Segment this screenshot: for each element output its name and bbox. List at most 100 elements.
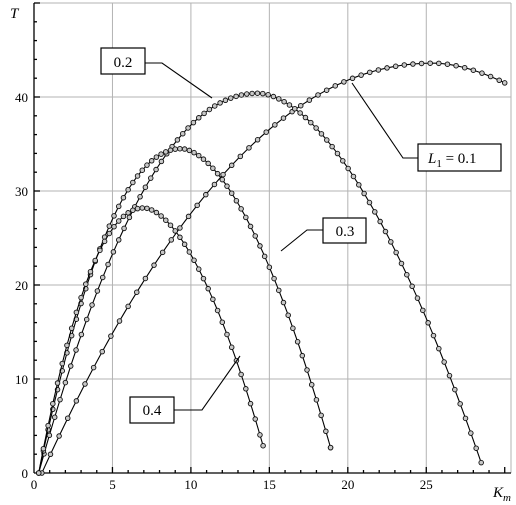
- data-point: [280, 299, 287, 306]
- data-point: [106, 223, 113, 229]
- data-point: [73, 398, 80, 404]
- data-point: [181, 146, 188, 152]
- data-point: [414, 295, 421, 301]
- data-point: [177, 145, 183, 152]
- data-point: [263, 129, 269, 135]
- leader-line: [280, 229, 323, 252]
- data-point: [261, 253, 268, 260]
- data-point: [40, 445, 47, 452]
- data-point: [266, 264, 273, 270]
- data-point: [265, 92, 271, 98]
- data-point: [185, 125, 191, 131]
- data-point: [94, 288, 101, 294]
- data-point: [83, 281, 89, 287]
- data-point: [243, 214, 249, 221]
- data-point: [45, 422, 51, 429]
- data-point: [139, 167, 146, 173]
- y-tick-label: 40: [15, 90, 28, 105]
- data-point: [252, 233, 258, 239]
- data-point: [111, 223, 117, 230]
- data-point: [137, 194, 143, 200]
- data-point: [237, 153, 244, 160]
- series-0-3: [35, 145, 334, 476]
- data-point: [125, 210, 131, 216]
- data-point: [130, 179, 136, 186]
- data-point: [324, 137, 330, 143]
- data-point: [233, 198, 240, 204]
- data-point: [228, 162, 235, 169]
- data-point: [404, 271, 410, 278]
- data-point: [73, 309, 80, 316]
- data-point: [334, 150, 341, 157]
- data-point: [276, 96, 282, 102]
- data-point: [260, 442, 266, 449]
- data-point: [260, 90, 266, 97]
- data-point: [174, 137, 181, 143]
- data-point: [195, 115, 202, 121]
- data-point: [186, 249, 193, 255]
- data-point: [120, 194, 127, 201]
- data-point: [340, 158, 346, 164]
- x-axis-title-subscript: m: [503, 492, 511, 504]
- data-point: [487, 73, 494, 80]
- x-axis-title-main: K: [492, 485, 504, 501]
- data-point: [111, 213, 117, 219]
- data-point: [384, 65, 390, 71]
- data-point: [257, 243, 263, 249]
- data-point: [83, 316, 90, 323]
- data-point: [323, 428, 329, 435]
- data-point: [167, 147, 174, 153]
- tick-labels: 0 5 10 15 20 25 0 10 20 30 40: [15, 90, 433, 492]
- data-point: [185, 213, 192, 220]
- data-point: [191, 149, 197, 156]
- x-axis-title: Km: [492, 485, 511, 504]
- data-point: [286, 102, 293, 108]
- data-point: [425, 320, 431, 326]
- label-box: [100, 47, 146, 75]
- data-point: [214, 307, 221, 314]
- data-point: [142, 184, 149, 190]
- data-point: [228, 190, 235, 196]
- data-point: [306, 97, 313, 103]
- data-point: [62, 379, 69, 386]
- data-point: [446, 372, 453, 379]
- data-point: [418, 60, 425, 67]
- data-point: [134, 205, 141, 212]
- data-point: [308, 119, 314, 126]
- data-point: [329, 143, 335, 150]
- data-point: [318, 412, 324, 419]
- data-point: [210, 165, 216, 172]
- data-point: [220, 171, 226, 178]
- leader-line: [351, 82, 418, 159]
- data-point: [436, 345, 442, 352]
- data-point: [121, 225, 127, 232]
- x-tick-label: 5: [109, 477, 116, 492]
- data-point: [144, 205, 150, 212]
- x-tick-label: 10: [184, 477, 197, 492]
- data-point: [181, 241, 188, 248]
- data-point: [388, 239, 394, 245]
- data-point: [139, 205, 146, 211]
- data-point: [271, 275, 277, 282]
- data-point: [243, 386, 249, 392]
- data-point: [90, 364, 97, 371]
- data-point: [191, 257, 197, 264]
- data-point: [159, 249, 166, 256]
- data-point: [167, 222, 174, 228]
- data-point: [47, 451, 54, 458]
- data-point: [233, 93, 239, 100]
- data-point: [313, 397, 320, 403]
- data-point: [479, 70, 485, 76]
- data-point: [254, 90, 261, 96]
- data-point: [97, 247, 103, 254]
- data-point: [35, 470, 42, 476]
- leader-line: [145, 62, 213, 99]
- data-point: [87, 268, 94, 275]
- data-point: [292, 105, 298, 112]
- data-point: [201, 110, 207, 117]
- data-point: [323, 87, 330, 93]
- y-tick-label: 0: [22, 466, 29, 481]
- data-point: [158, 213, 164, 219]
- data-point: [59, 360, 65, 367]
